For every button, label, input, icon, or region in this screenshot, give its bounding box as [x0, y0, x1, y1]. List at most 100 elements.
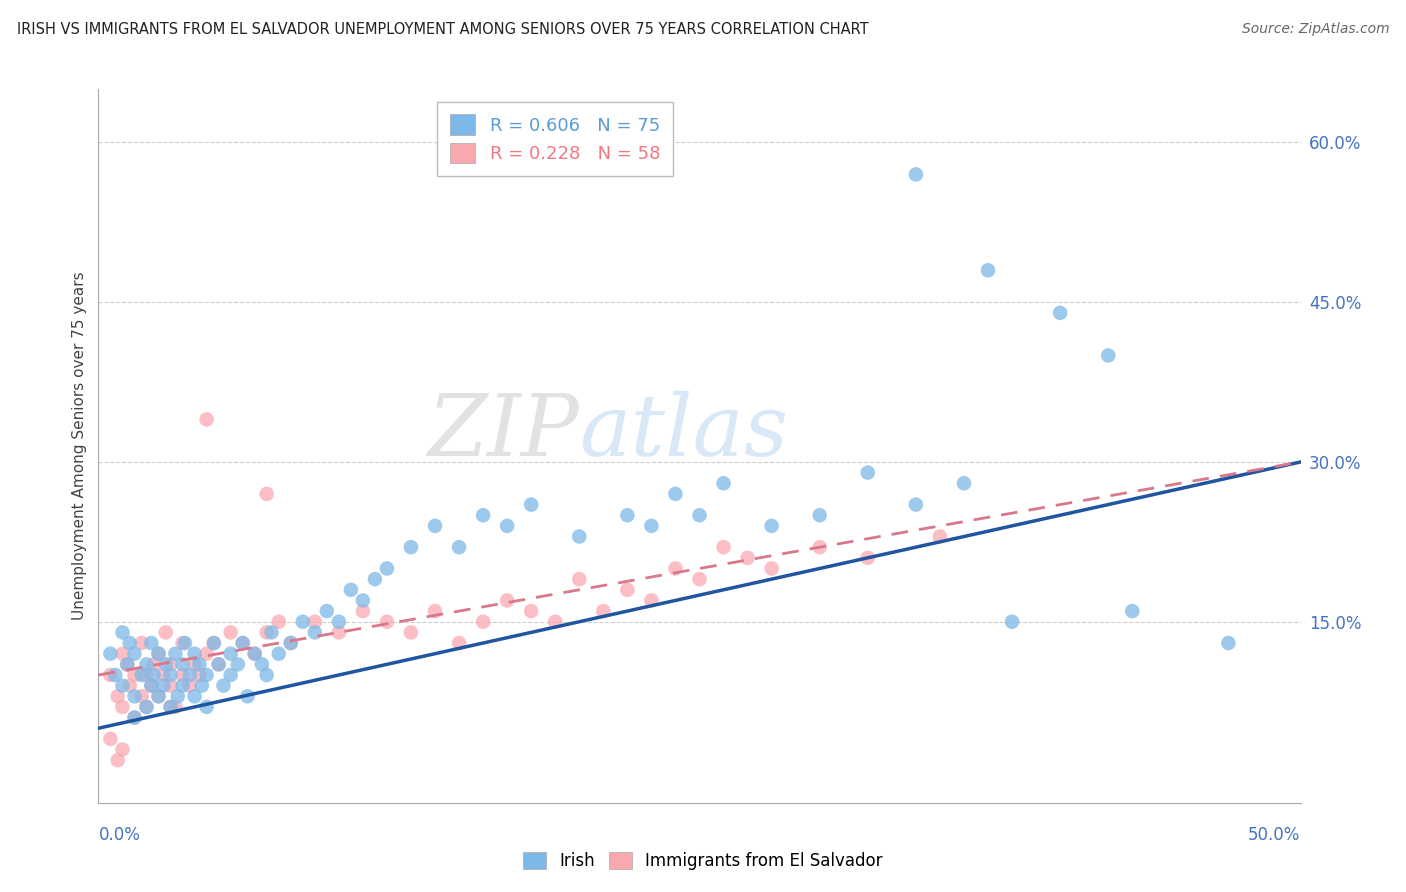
Text: IRISH VS IMMIGRANTS FROM EL SALVADOR UNEMPLOYMENT AMONG SENIORS OVER 75 YEARS CO: IRISH VS IMMIGRANTS FROM EL SALVADOR UNE…	[17, 22, 869, 37]
Point	[191, 679, 214, 693]
Point	[328, 625, 350, 640]
Point	[761, 519, 783, 533]
Point	[315, 604, 337, 618]
Point	[616, 582, 638, 597]
Point	[1121, 604, 1143, 618]
Point	[148, 647, 170, 661]
Point	[928, 529, 950, 543]
Point	[640, 593, 662, 607]
Point	[1097, 349, 1119, 363]
Point	[159, 668, 181, 682]
Point	[165, 700, 187, 714]
Point	[1049, 306, 1071, 320]
Point	[202, 636, 225, 650]
Point	[219, 647, 242, 661]
Point	[179, 679, 201, 693]
Point	[135, 657, 157, 672]
Point	[352, 593, 374, 607]
Point	[520, 498, 543, 512]
Point	[107, 690, 129, 704]
Point	[280, 636, 302, 650]
Point	[1001, 615, 1024, 629]
Point	[226, 657, 249, 672]
Point	[856, 550, 879, 565]
Point	[100, 668, 122, 682]
Point	[713, 476, 735, 491]
Point	[423, 519, 446, 533]
Point	[568, 572, 591, 586]
Point	[808, 508, 831, 523]
Point	[496, 519, 519, 533]
Point	[148, 690, 170, 704]
Point	[267, 647, 290, 661]
Point	[375, 561, 398, 575]
Point	[256, 668, 278, 682]
Point	[219, 668, 242, 682]
Point	[250, 657, 273, 672]
Point	[141, 679, 163, 693]
Point	[124, 647, 146, 661]
Point	[904, 168, 927, 182]
Point	[148, 647, 170, 661]
Point	[856, 466, 879, 480]
Legend: R = 0.606   N = 75, R = 0.228   N = 58: R = 0.606 N = 75, R = 0.228 N = 58	[437, 102, 673, 176]
Point	[447, 636, 470, 650]
Point	[447, 540, 470, 554]
Point	[256, 625, 278, 640]
Point	[364, 572, 387, 586]
Point	[280, 636, 302, 650]
Point	[689, 572, 711, 586]
Text: ZIP: ZIP	[427, 391, 579, 473]
Point	[172, 636, 194, 650]
Point	[520, 604, 543, 618]
Point	[131, 668, 153, 682]
Point	[131, 690, 153, 704]
Point	[174, 636, 197, 650]
Point	[104, 668, 127, 682]
Point	[953, 476, 976, 491]
Point	[219, 625, 242, 640]
Point	[195, 412, 218, 426]
Point	[195, 647, 218, 661]
Point	[195, 668, 218, 682]
Point	[135, 700, 157, 714]
Point	[664, 487, 686, 501]
Legend: Irish, Immigrants from El Salvador: Irish, Immigrants from El Salvador	[516, 845, 890, 877]
Point	[124, 668, 146, 682]
Point	[256, 487, 278, 501]
Point	[135, 668, 157, 682]
Point	[165, 647, 187, 661]
Point	[155, 625, 177, 640]
Point	[904, 498, 927, 512]
Point	[304, 625, 326, 640]
Point	[111, 625, 134, 640]
Point	[100, 647, 122, 661]
Point	[118, 679, 141, 693]
Point	[352, 604, 374, 618]
Point	[212, 679, 235, 693]
Point	[131, 636, 153, 650]
Point	[111, 742, 134, 756]
Point	[544, 615, 567, 629]
Point	[152, 679, 174, 693]
Point	[159, 679, 181, 693]
Text: 0.0%: 0.0%	[98, 826, 141, 844]
Point	[328, 615, 350, 629]
Point	[152, 668, 174, 682]
Point	[496, 593, 519, 607]
Point	[117, 657, 139, 672]
Point	[737, 550, 759, 565]
Point	[117, 657, 139, 672]
Point	[399, 625, 422, 640]
Point	[188, 668, 211, 682]
Point	[232, 636, 254, 650]
Point	[232, 636, 254, 650]
Point	[142, 657, 165, 672]
Point	[399, 540, 422, 554]
Point	[172, 668, 194, 682]
Point	[713, 540, 735, 554]
Point	[148, 690, 170, 704]
Point	[267, 615, 290, 629]
Point	[142, 668, 165, 682]
Point	[472, 615, 495, 629]
